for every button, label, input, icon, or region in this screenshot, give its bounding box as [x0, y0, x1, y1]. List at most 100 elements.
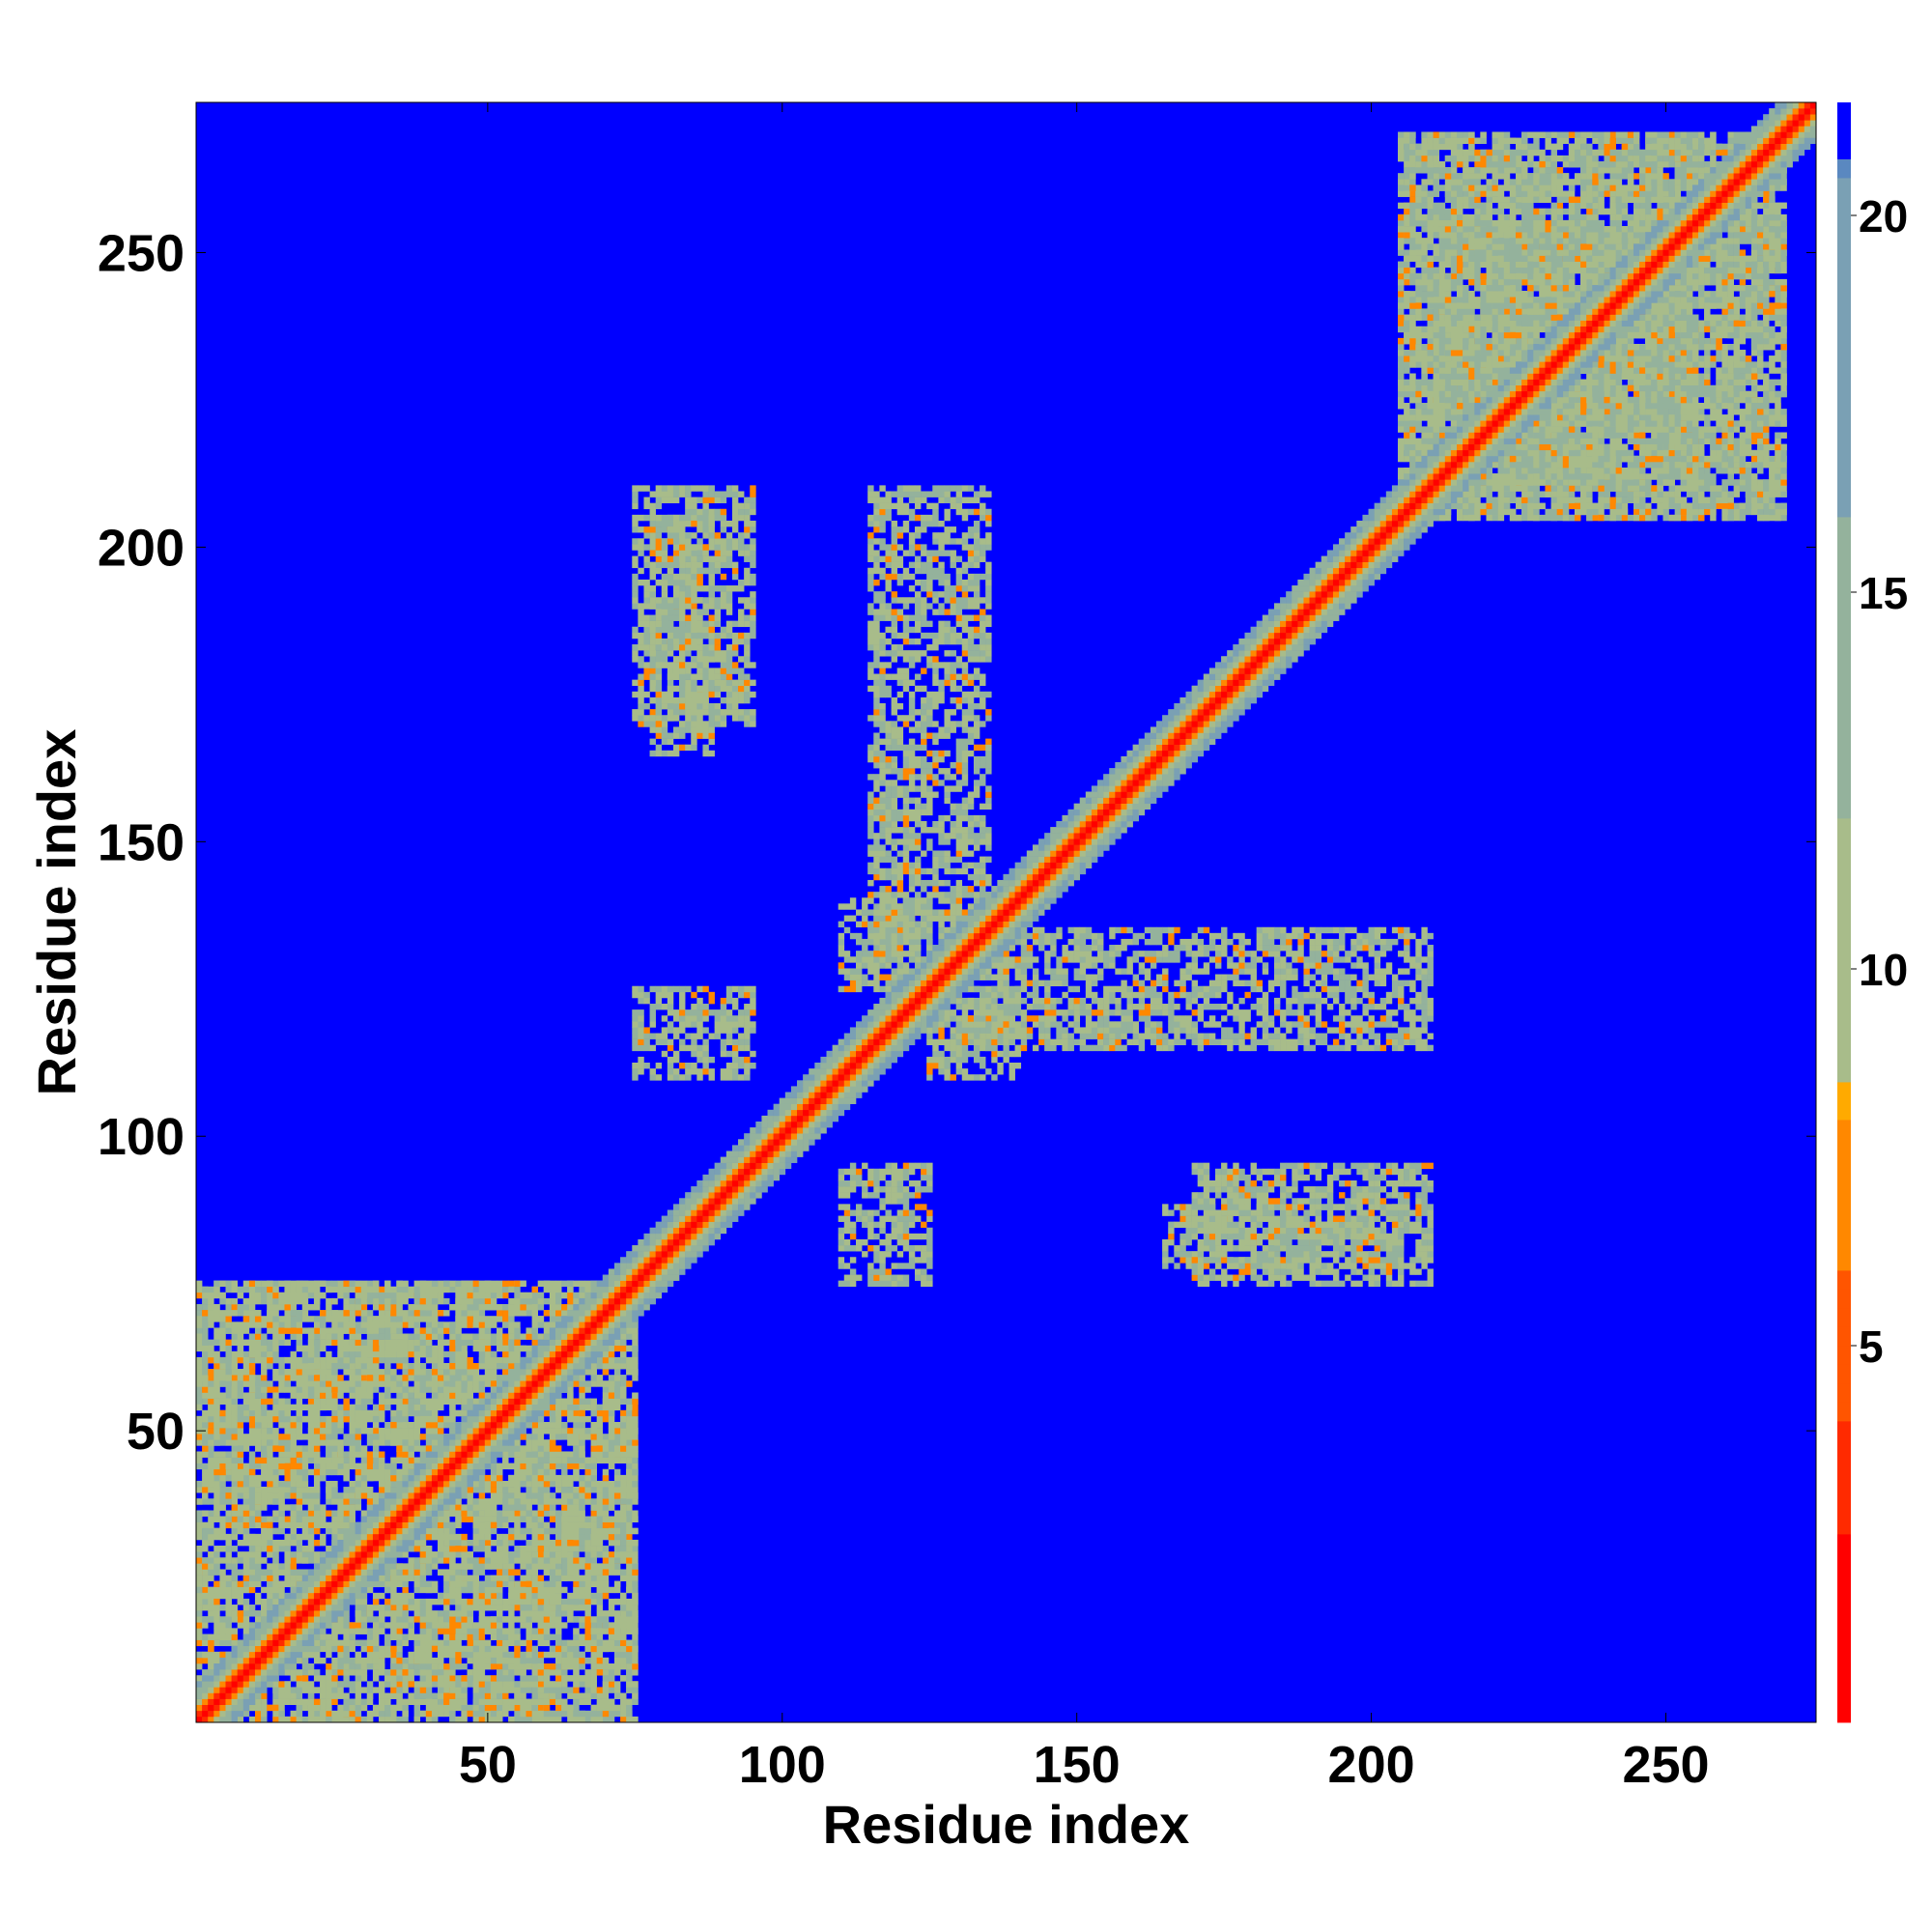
heatmap-cell [366, 1504, 374, 1511]
heatmap-cell [219, 1546, 226, 1552]
heatmap-cell [379, 1663, 385, 1670]
heatmap-cell [455, 1645, 462, 1653]
heatmap-cell [408, 1292, 414, 1299]
heatmap-cell [384, 1468, 391, 1476]
heatmap-cell [384, 1580, 391, 1588]
heatmap-cell [402, 1687, 409, 1693]
heatmap-cell [497, 1521, 503, 1529]
heatmap-cell [372, 1598, 380, 1605]
heatmap-cell [213, 1592, 220, 1600]
heatmap-cell [449, 1546, 456, 1552]
heatmap-cell [208, 1463, 214, 1470]
heatmap-cell [431, 1398, 439, 1405]
heatmap-cell [478, 1634, 486, 1640]
heatmap-cell [267, 1563, 273, 1570]
heatmap-cell [514, 1457, 521, 1463]
heatmap-cell [497, 1605, 503, 1611]
heatmap-cell [313, 1710, 321, 1718]
heatmap-cell [296, 1428, 303, 1435]
heatmap-cell [237, 1457, 244, 1463]
heatmap-cell [484, 1657, 492, 1664]
heatmap-cell [290, 1563, 297, 1570]
heatmap-cell [360, 1704, 368, 1712]
heatmap-cell [419, 1605, 427, 1611]
heatmap-cell [349, 1510, 355, 1517]
heatmap-cell [208, 1521, 214, 1529]
heatmap-cell [313, 1392, 321, 1399]
heatmap-cell [472, 1569, 480, 1576]
heatmap-cell [320, 1468, 327, 1476]
heatmap-cell [278, 1510, 285, 1517]
heatmap-cell [231, 1498, 238, 1505]
heatmap-cell [608, 1605, 615, 1611]
heatmap-cell [596, 1546, 604, 1552]
heatmap-cell [449, 1698, 456, 1706]
heatmap-cell [419, 1634, 427, 1640]
heatmap-cell [337, 1498, 344, 1505]
heatmap-cell [396, 1415, 403, 1423]
heatmap-cell [254, 1434, 262, 1440]
heatmap-cell [337, 1639, 344, 1647]
heatmap-cell [355, 1704, 362, 1712]
heatmap-cell [290, 1286, 297, 1293]
heatmap-cell [366, 1605, 374, 1611]
heatmap-cell [254, 1375, 262, 1381]
heatmap-cell [514, 1492, 521, 1499]
heatmap-cell [355, 1480, 362, 1488]
heatmap-cell [349, 1297, 355, 1305]
heatmap-cell [384, 1675, 391, 1682]
heatmap-cell [278, 1321, 285, 1328]
heatmap-cell [413, 1651, 421, 1659]
heatmap-cell [366, 1398, 374, 1405]
heatmap-cell [390, 1563, 397, 1570]
heatmap-cell [261, 1710, 268, 1718]
heatmap-cell [449, 1669, 456, 1676]
heatmap-cell [242, 1310, 250, 1317]
heatmap-cell [242, 1504, 250, 1511]
heatmap-cell [396, 1575, 403, 1581]
heatmap-cell [425, 1622, 433, 1629]
heatmap-cell [497, 1539, 503, 1547]
heatmap-cell [596, 1510, 604, 1517]
heatmap-cell [337, 1468, 344, 1476]
heatmap-cell [343, 1698, 350, 1706]
heatmap-cell [443, 1598, 450, 1605]
heatmap-cell [408, 1628, 414, 1634]
heatmap-cell [196, 1516, 203, 1522]
heatmap-cell [360, 1628, 368, 1634]
heatmap-cell [360, 1463, 368, 1470]
heatmap-cell [284, 1681, 291, 1688]
heatmap-cell [419, 1598, 427, 1605]
heatmap-cell [402, 1634, 409, 1640]
heatmap-cell [390, 1333, 397, 1340]
heatmap-cell [313, 1292, 321, 1299]
heatmap-cell [508, 1622, 515, 1629]
heatmap-cell [267, 1463, 273, 1470]
heatmap-cell [202, 1634, 209, 1640]
heatmap-cell [608, 1716, 615, 1723]
heatmap-cell [196, 1569, 203, 1576]
heatmap-cell [219, 1651, 226, 1659]
heatmap-cell [620, 1610, 627, 1617]
heatmap-cell [219, 1468, 226, 1476]
heatmap-cell [326, 1310, 332, 1317]
heatmap-cell [213, 1586, 220, 1594]
heatmap-cell [267, 1580, 273, 1588]
heatmap-cell [514, 1487, 521, 1493]
heatmap-cell [508, 1563, 515, 1570]
heatmap-cell [225, 1539, 232, 1547]
heatmap-cell [320, 1428, 327, 1435]
heatmap-cell [472, 1592, 480, 1600]
heatmap-cell [208, 1428, 214, 1435]
heatmap-cell [408, 1451, 414, 1458]
heatmap-cell [372, 1404, 380, 1411]
heatmap-cell [413, 1681, 421, 1688]
heatmap-cell [290, 1687, 297, 1693]
heatmap-cell [467, 1498, 473, 1505]
heatmap-cell [267, 1386, 273, 1393]
heatmap-cell [242, 1622, 250, 1629]
heatmap-cell [443, 1616, 450, 1623]
heatmap-cell [278, 1363, 285, 1370]
heatmap-cell [208, 1487, 214, 1493]
heatmap-cell [431, 1634, 439, 1640]
